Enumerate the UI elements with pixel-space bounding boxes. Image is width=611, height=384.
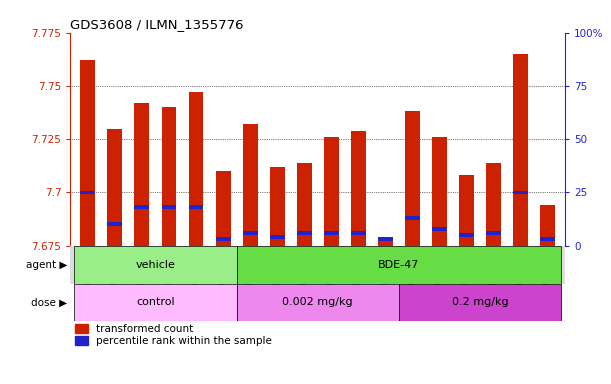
Bar [297, 162, 312, 246]
Bar [399, 283, 561, 321]
Text: vehicle: vehicle [136, 260, 175, 270]
Bar [108, 129, 122, 246]
Bar [405, 111, 420, 246]
Bar [540, 205, 555, 246]
Bar [378, 237, 393, 241]
Bar [269, 167, 285, 246]
Text: 0.2 mg/kg: 0.2 mg/kg [452, 298, 508, 308]
Bar [459, 175, 474, 246]
Bar [70, 246, 565, 283]
Bar [513, 190, 528, 194]
Bar [459, 233, 474, 237]
Bar [236, 246, 561, 283]
Bar [75, 246, 236, 283]
Bar [75, 283, 236, 321]
Bar [269, 235, 285, 239]
Legend: transformed count, percentile rank within the sample: transformed count, percentile rank withi… [76, 324, 272, 346]
Text: dose ▶: dose ▶ [31, 298, 67, 308]
Bar [243, 231, 258, 235]
Bar [236, 283, 399, 321]
Bar [324, 231, 338, 235]
Bar [486, 231, 501, 235]
Bar [405, 216, 420, 220]
Bar [189, 205, 203, 209]
Bar [216, 237, 230, 241]
Bar [134, 103, 149, 246]
Bar [351, 131, 366, 246]
Bar [378, 239, 393, 246]
Bar [540, 237, 555, 241]
Bar [351, 231, 366, 235]
Bar [297, 231, 312, 235]
Bar [432, 137, 447, 246]
Bar [432, 227, 447, 231]
Bar [486, 162, 501, 246]
Bar [324, 137, 338, 246]
Bar [108, 222, 122, 226]
Bar [513, 54, 528, 246]
Text: GDS3608 / ILMN_1355776: GDS3608 / ILMN_1355776 [70, 18, 244, 31]
Bar [189, 92, 203, 246]
Text: BDE-47: BDE-47 [378, 260, 420, 270]
Bar [161, 107, 177, 246]
Bar [81, 190, 95, 194]
Bar [243, 124, 258, 246]
Text: 0.002 mg/kg: 0.002 mg/kg [282, 298, 353, 308]
Text: control: control [136, 298, 175, 308]
Bar [216, 171, 230, 246]
Bar [81, 60, 95, 246]
Bar [161, 205, 177, 209]
Bar [134, 205, 149, 209]
Text: agent ▶: agent ▶ [26, 260, 67, 270]
